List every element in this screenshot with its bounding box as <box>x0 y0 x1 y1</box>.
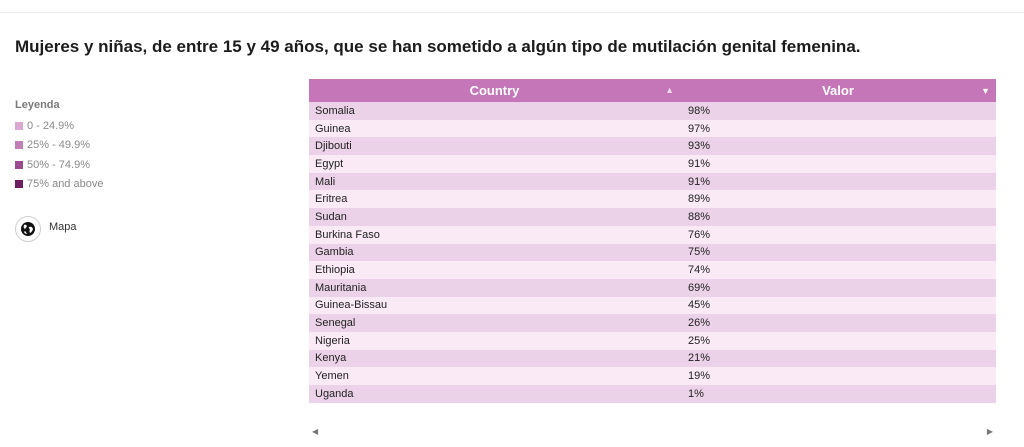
sort-descending-icon: ▼ <box>981 86 990 96</box>
cell-country: Guinea-Bissau <box>315 299 388 312</box>
cell-country: Gambia <box>315 246 354 259</box>
cell-country: Ethiopia <box>315 264 355 277</box>
table-row: Guinea 97% <box>309 119 996 138</box>
legend-label: 75% and above <box>27 178 104 191</box>
column-header-country[interactable]: Country ▲ <box>309 79 680 102</box>
table-header: Country ▲ Valor ▼ <box>309 79 996 102</box>
scroll-right-icon[interactable]: ▶ <box>986 427 993 436</box>
table-row: Egypt 91% <box>309 155 996 173</box>
cell-valor: 93% <box>688 140 711 153</box>
cell-country: Mauritania <box>315 281 367 294</box>
table-row: Yemen 19% <box>309 367 996 385</box>
sort-both-icon: ▲ <box>665 85 674 95</box>
table-row: Eritrea 89% <box>309 190 996 209</box>
cell-valor: 76% <box>688 228 711 241</box>
table-row: Guinea-Bissau 45% <box>309 296 996 315</box>
cell-country: Kenya <box>315 352 347 365</box>
legend-label: 50% - 74.9% <box>27 158 90 171</box>
cell-valor: 45% <box>688 299 711 312</box>
legend-item: 25% - 49.9% <box>15 136 103 156</box>
legend-title: Leyenda <box>15 99 60 111</box>
legend-label: 25% - 49.9% <box>27 139 90 152</box>
cell-country: Eritrea <box>315 193 348 206</box>
cell-country: Guinea <box>315 122 351 135</box>
cell-valor: 21% <box>688 352 711 365</box>
legend-swatch <box>15 141 23 150</box>
cell-valor: 25% <box>688 334 711 347</box>
legend: Leyenda 0 - 24.9% 25% - 49.9% 50% - 74.9… <box>15 99 103 194</box>
column-header-label: Country <box>469 83 520 98</box>
top-divider <box>0 12 1024 13</box>
cell-country: Djibouti <box>315 140 352 153</box>
table-row: Djibouti 93% <box>309 137 996 156</box>
cell-valor: 97% <box>688 122 711 135</box>
cell-country: Burkina Faso <box>315 228 380 241</box>
scroll-left-icon[interactable]: ◀ <box>312 427 319 436</box>
cell-country: Egypt <box>315 157 344 170</box>
cell-valor: 89% <box>688 193 711 206</box>
cell-valor: 91% <box>688 175 711 188</box>
table-row: Mali 91% <box>309 172 996 191</box>
legend-item: 0 - 24.9% <box>15 116 103 136</box>
table-row: Burkina Faso 76% <box>309 225 996 244</box>
table-row: Ethiopia 74% <box>309 261 996 279</box>
table-row: Somalia 98% <box>309 102 996 120</box>
table-row: Sudan 88% <box>309 208 996 226</box>
page-title: Mujeres y niñas, de entre 15 y 49 años, … <box>15 37 861 56</box>
map-button-label: Mapa <box>49 221 77 233</box>
map-button[interactable]: Mapa <box>15 216 77 242</box>
horizontal-scrollbar[interactable]: ◀ ▶ <box>309 425 996 439</box>
table-row: Mauritania 69% <box>309 278 996 297</box>
table-row: Gambia 75% <box>309 243 996 262</box>
cell-valor: 69% <box>688 281 711 294</box>
table-row: Nigeria 25% <box>309 331 996 350</box>
cell-country: Nigeria <box>315 334 350 347</box>
cell-valor: 26% <box>688 317 711 330</box>
cell-valor: 19% <box>688 370 711 383</box>
cell-valor: 75% <box>688 246 711 259</box>
cell-valor: 91% <box>688 157 711 170</box>
column-header-label: Valor <box>822 83 854 98</box>
table-row: Senegal 26% <box>309 314 996 332</box>
globe-icon <box>15 216 41 242</box>
legend-item: 75% and above <box>15 175 103 195</box>
cell-valor: 1% <box>688 387 704 400</box>
cell-valor: 98% <box>688 104 711 117</box>
cell-valor: 74% <box>688 264 711 277</box>
column-header-valor[interactable]: Valor ▼ <box>680 79 996 102</box>
cell-valor: 88% <box>688 210 711 223</box>
cell-country: Sudan <box>315 210 347 223</box>
legend-swatch <box>15 121 23 130</box>
legend-label: 0 - 24.9% <box>27 119 75 132</box>
cell-country: Yemen <box>315 370 349 383</box>
cell-country: Mali <box>315 175 336 188</box>
legend-item: 50% - 74.9% <box>15 155 103 175</box>
table-row: Uganda 1% <box>309 385 996 403</box>
data-table: Country ▲ Valor ▼ Somalia 98% Guinea 97% D… <box>309 79 996 403</box>
legend-swatch <box>15 160 23 169</box>
cell-country: Somalia <box>315 104 355 117</box>
table-body: Somalia 98% Guinea 97% Djibouti 93% Egypt 91… <box>309 102 996 403</box>
legend-swatch <box>15 180 23 189</box>
cell-country: Senegal <box>315 317 356 330</box>
cell-country: Uganda <box>315 387 354 400</box>
table-row: Kenya 21% <box>309 349 996 368</box>
